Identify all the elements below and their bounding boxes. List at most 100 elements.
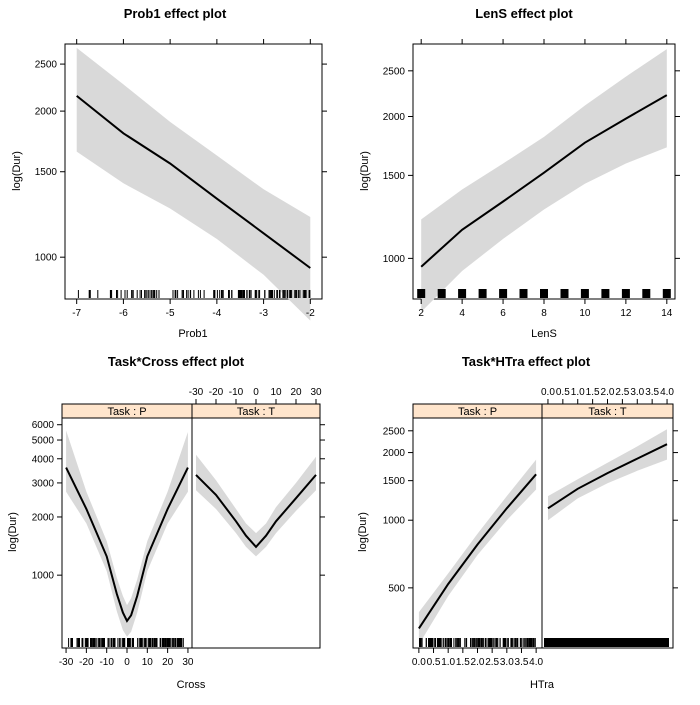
task-htra-x-tick-label: 0.5 [427,657,441,668]
lens-x-tick-label: 8 [541,308,547,319]
task-htra-x-tick-label: 2.0 [471,657,485,668]
task-cross-x-tick-label: -20 [79,657,94,668]
lens-rug-mark [458,289,467,298]
task-htra-effect-line-2 [547,443,668,510]
task-htra-y-tick-label: 500 [388,583,405,594]
task-cross-plot-title: Task*Cross effect plot [108,354,245,369]
task-cross-confidence-band-2 [196,454,316,557]
task-htra-x-tick-label: 3.0 [500,657,514,668]
lens-effect-line [420,94,668,268]
lens-x-tick-label: 4 [459,308,465,319]
task-cross-x-tick-label: 0 [124,657,130,668]
task-htra-x-tick-label-top: 3.5 [645,387,659,398]
task-htra-y-tick-label: 1000 [383,516,406,527]
lens-rug-mark [601,289,610,298]
prob1-confidence-band [76,47,311,321]
lens-x-tick-label: 14 [661,308,673,319]
task-cross-x-tick-label: -10 [99,657,114,668]
lens-confidence-band [421,49,667,312]
task-cross-y-tick-label: 1000 [32,571,55,582]
task-cross-x-tick-label-top: 0 [253,387,259,398]
lens-rug-mark [519,289,528,298]
task-htra-y-tick-label: 1500 [383,476,406,487]
task-htra-strip-label-2: Task : T [588,406,627,418]
lens-rug-mark [478,289,487,298]
task-htra-x-tick-label-top: 3.0 [630,387,644,398]
prob1-y-tick-label: 2000 [35,107,58,118]
task-htra-x-tick-label-top: 2.0 [601,387,615,398]
task-htra-x-tick-label: 4.0 [529,657,543,668]
task-cross-y-tick-label: 3000 [32,478,55,489]
task-htra-x-tick-label: 0.0 [412,657,426,668]
prob1-x-axis-label: Prob1 [178,328,207,340]
lens-x-tick-label: 10 [579,308,591,319]
task-cross-x-tick-label: 20 [162,657,174,668]
task-htra-x-tick-label-top: 1.0 [571,387,585,398]
task-htra-strip-label-1: Task : P [458,406,497,418]
lens-plot-title: LenS effect plot [475,6,573,21]
prob1-x-tick-label: -2 [306,308,315,319]
task-cross-x-axis-label: Cross [177,679,206,691]
lens-rug-mark [499,289,508,298]
task-htra-x-tick-label-top: 4.0 [660,387,674,398]
task-cross-x-tick-label-top: 30 [310,387,322,398]
prob1-plot-marks: 1000 1500 2000 2500 -7 -6 -5 -4 -3 -2 [35,39,327,321]
task-cross-x-tick-label-top: 20 [290,387,302,398]
task-cross-x-tick-label-top: -10 [229,387,244,398]
task-cross-confidence-band-1 [66,430,188,637]
lens-y-tick-label: 1500 [383,171,406,182]
task-cross-x-tick-label: 10 [142,657,154,668]
task-cross-strip-label-2: Task : T [237,406,276,418]
task-cross-y-tick-label: 6000 [32,420,55,431]
task-htra-rug-mark [544,638,669,647]
lens-rug-mark [580,289,589,298]
task-htra-y-tick-label: 2500 [383,426,406,437]
prob1-effect-line [76,95,311,269]
lens-rug-mark [417,289,426,298]
lens-rug-mark [560,289,569,298]
task-htra-x-tick-label: 1.0 [441,657,455,668]
task-cross-y-axis-label: log(Dur) [7,512,19,552]
lens-effect-plot: LenS effect plot LenS log(Dur) 1000 1500 2… [359,6,680,340]
task-cross-y-tick-label: 4000 [32,454,55,465]
task-cross-x-tick-label-top: -20 [209,387,224,398]
lens-rug-mark [540,289,548,298]
prob1-y-tick-label: 1000 [35,253,58,264]
prob1-y-axis-label: log(Dur) [11,151,23,191]
task-cross-x-tick-label-top: 10 [270,387,282,398]
task-htra-confidence-band-2 [548,429,667,521]
lens-x-tick-label: 6 [500,308,506,319]
task-htra-x-tick-label-top: 0.0 [541,387,555,398]
lens-x-tick-label: 12 [620,308,632,319]
task-htra-x-tick-label: 2.5 [485,657,499,668]
task-htra-confidence-band-1 [418,459,537,645]
task-htra-x-tick-label-top: 2.5 [615,387,629,398]
task-cross-effect-line-1 [65,467,189,623]
prob1-x-tick-label: -4 [212,308,221,319]
prob1-y-tick-label: 1500 [35,167,58,178]
prob1-x-tick-label: -7 [72,308,81,319]
task-htra-x-tick-label-top: 0.5 [556,387,570,398]
lens-y-tick-label: 2500 [383,66,406,77]
lens-y-tick-label: 1000 [383,254,406,265]
task-htra-x-tick-label: 1.5 [456,657,470,668]
prob1-x-tick-label: -5 [166,308,175,319]
lens-x-tick-label: 2 [418,308,424,319]
task-cross-y-tick-label: 2000 [32,512,55,523]
task-cross-strip-label-1: Task : P [107,406,146,418]
lens-y-axis-label: log(Dur) [359,151,371,191]
prob1-x-tick-label: -3 [259,308,268,319]
lens-rug-mark [437,289,446,298]
prob1-plot-title: Prob1 effect plot [124,6,227,21]
task-htra-y-tick-label: 2000 [383,448,406,459]
lens-x-axis-label: LenS [531,328,557,340]
task-htra-effect-plot: Task*HTra effect plot HTra log(Dur) Task… [357,354,678,691]
lens-rug-mark [621,289,630,298]
task-cross-effect-line-2 [195,474,317,549]
task-htra-plot-title: Task*HTra effect plot [462,354,591,369]
task-cross-x-tick-label: -30 [59,657,74,668]
task-cross-effect-plot: Task*Cross effect plot Cross log(Dur) Ta… [7,354,325,691]
